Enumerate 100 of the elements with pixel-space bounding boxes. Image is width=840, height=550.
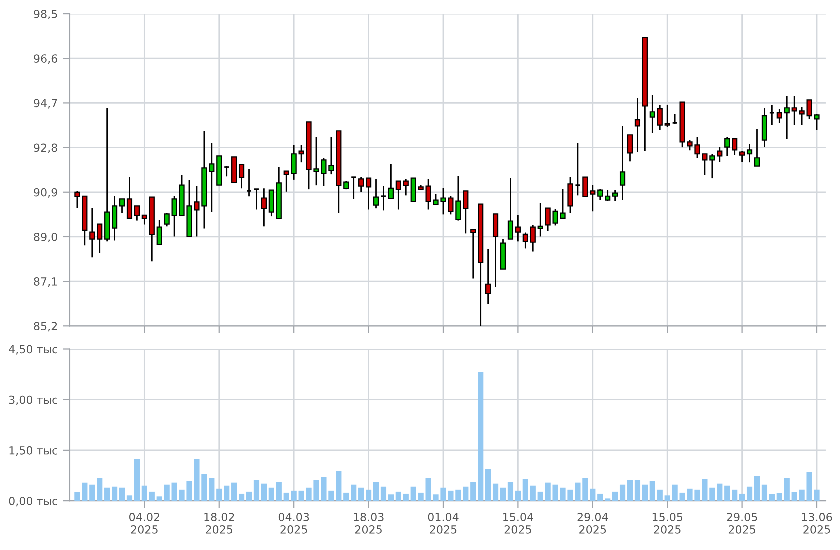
bar — [82, 482, 88, 502]
x-tick-label: 04.02 2025 — [130, 513, 160, 534]
candlestick — [291, 144, 297, 181]
bar — [746, 486, 753, 502]
bar — [403, 494, 409, 502]
bar — [598, 494, 604, 502]
bar — [478, 372, 484, 502]
candlestick — [568, 176, 574, 214]
candlestick — [769, 104, 776, 126]
candlestick — [515, 214, 521, 242]
bar — [508, 482, 514, 502]
y-tick-label: 92,8 — [34, 144, 58, 154]
candlestick — [388, 164, 394, 200]
bar — [522, 479, 528, 502]
candlestick — [486, 248, 492, 306]
x-tick-label: 15.05 2025 — [652, 513, 683, 534]
candlestick — [717, 146, 723, 164]
y-tick-label: 87,1 — [34, 278, 58, 288]
candlestick — [522, 232, 528, 250]
candlestick — [776, 108, 782, 124]
bar — [410, 486, 416, 502]
candlestick — [358, 176, 364, 194]
candlestick — [784, 96, 790, 140]
bar — [470, 482, 476, 502]
bar — [209, 478, 215, 502]
candlestick — [612, 190, 618, 202]
y-tick-label: 3,00 тыс — [9, 396, 58, 406]
y-tick-label: 1,50 тыс — [10, 446, 58, 456]
bar — [336, 471, 342, 502]
candlestick — [112, 196, 118, 242]
bar — [538, 492, 544, 502]
x-tick-label: 29.05 2025 — [727, 513, 758, 534]
x-tick-label: 18.03 2025 — [354, 513, 384, 534]
bar — [612, 492, 618, 502]
candlestick — [732, 137, 738, 156]
y-tick-label: 98,5 — [34, 10, 58, 20]
bar — [627, 480, 634, 502]
bar — [351, 484, 357, 502]
candlestick — [403, 178, 409, 196]
candlestick — [724, 136, 730, 157]
bar — [650, 481, 656, 502]
bar — [732, 490, 738, 502]
candlestick — [90, 208, 96, 258]
y-tick-label: 85,2 — [34, 322, 58, 332]
bar — [530, 486, 536, 502]
bar — [112, 486, 118, 502]
bar — [164, 484, 170, 502]
bar — [463, 486, 469, 502]
y-tick-label: 96,6 — [34, 54, 58, 64]
bar — [724, 486, 730, 502]
bar — [717, 484, 723, 502]
bar — [754, 476, 760, 502]
bar — [515, 490, 521, 502]
bar — [388, 494, 394, 502]
bar — [268, 488, 274, 502]
bar — [590, 488, 596, 502]
candlestick — [590, 184, 596, 212]
candlestick — [650, 94, 656, 134]
candlestick — [246, 168, 252, 198]
bar — [97, 478, 103, 502]
candlestick — [605, 190, 611, 202]
bar — [344, 492, 350, 502]
bar — [104, 488, 110, 502]
y-tick-label: 89,0 — [34, 232, 58, 242]
bar — [657, 490, 663, 502]
candlestick — [350, 176, 357, 200]
bar — [500, 488, 506, 502]
candlestick — [710, 153, 716, 180]
candlestick — [164, 212, 170, 228]
candlestick — [380, 186, 387, 212]
bar — [642, 484, 648, 502]
candlestick — [97, 224, 103, 254]
bar — [366, 490, 372, 502]
bar — [90, 484, 96, 502]
candlestick — [463, 190, 469, 234]
bar — [396, 492, 402, 502]
y-tick-label: 90,9 — [34, 188, 58, 198]
bar — [261, 484, 268, 502]
bar — [142, 486, 148, 502]
y-tick-label: 4,50 тыс — [9, 345, 58, 355]
bar — [134, 459, 140, 502]
bar — [224, 486, 230, 502]
x-tick-label: 01.04 2025 — [428, 513, 459, 534]
x-tick-label: 04.03 2025 — [278, 513, 310, 534]
x-tick-label: 13.06 2025 — [802, 513, 832, 534]
bar — [784, 478, 790, 502]
bar — [373, 482, 380, 502]
candlestick — [792, 96, 798, 126]
bar — [776, 492, 782, 502]
candlestick — [508, 178, 514, 240]
bar — [605, 498, 611, 502]
candlestick — [396, 180, 402, 210]
y-tick-label: 0,00 тыс — [9, 497, 58, 507]
bar — [358, 488, 364, 502]
x-tick-label: 18.02 2025 — [204, 513, 234, 534]
bar — [380, 486, 387, 502]
candlestick — [142, 214, 148, 226]
bar — [740, 494, 746, 502]
bar — [74, 492, 80, 502]
bar — [254, 480, 260, 502]
